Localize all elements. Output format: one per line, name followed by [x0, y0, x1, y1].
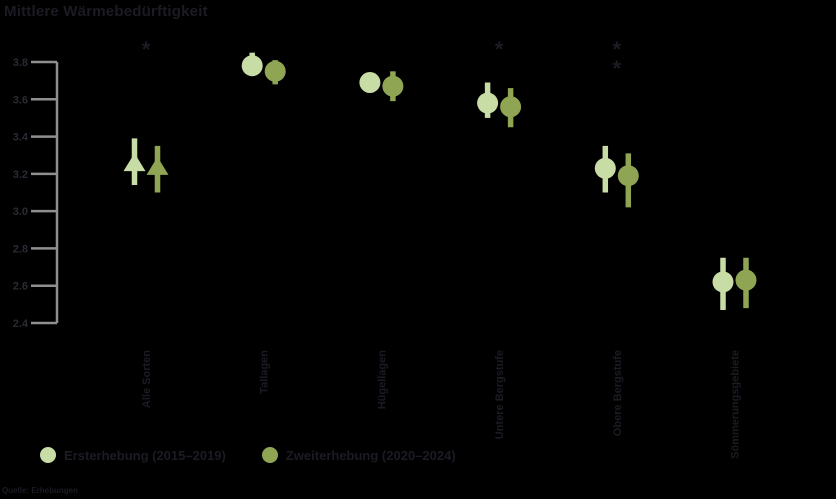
y-tick-label: 3.8: [13, 57, 28, 69]
circle-marker: [594, 157, 616, 179]
chart-title: Mittlere Wärmebedürftigkeit: [4, 3, 208, 20]
circle-marker: [617, 165, 639, 187]
x-category-label: Untere Bergstufe: [494, 350, 506, 439]
significance-asterisk: *: [613, 37, 622, 62]
legend-label-first-survey: Ersterhebung (2015–2019): [64, 447, 226, 463]
circle-marker: [241, 55, 263, 77]
significance-asterisk: *: [495, 37, 504, 62]
legend-label-second-survey: Zweiterhebung (2020–2024): [285, 447, 456, 463]
circle-marker: [735, 269, 757, 291]
legend-item-second-survey: Zweiterhebung (2020–2024): [261, 447, 456, 463]
circle-marker: [500, 96, 522, 118]
circle-marker: [382, 75, 404, 97]
y-tick-label: 2.4: [13, 318, 29, 330]
y-tick-label: 3.2: [13, 169, 28, 181]
source-note: Quelle: Erhebungen: [2, 486, 79, 495]
legend: Ersterhebung (2015–2019) Zweiterhebung (…: [40, 447, 456, 463]
x-category-label: Tallagen: [259, 350, 271, 394]
circle-marker: [359, 72, 381, 94]
circle-marker: [712, 271, 734, 293]
significance-asterisk: *: [613, 56, 622, 81]
y-tick-label: 3.4: [13, 132, 29, 144]
x-category-label: Sömmerungsgebiete: [730, 350, 742, 459]
x-category-label: Alle Sorten: [141, 350, 153, 408]
y-tick-label: 3.0: [13, 206, 28, 218]
legend-swatch-second-survey: [261, 447, 278, 463]
legend-item-first-survey: Ersterhebung (2015–2019): [40, 447, 226, 463]
triangle-marker: [123, 153, 146, 172]
legend-swatch-first-survey: [40, 447, 56, 463]
y-tick-label: 3.6: [13, 94, 28, 106]
circle-marker: [477, 92, 499, 114]
y-tick-label: 2.8: [13, 243, 28, 255]
x-category-label: Obere Bergstufe: [612, 350, 624, 436]
x-category-label: Hügellagen: [376, 350, 388, 410]
significance-asterisk: *: [142, 37, 151, 62]
circle-marker: [264, 60, 286, 82]
y-tick-label: 2.6: [13, 281, 28, 293]
triangle-marker: [146, 156, 169, 175]
